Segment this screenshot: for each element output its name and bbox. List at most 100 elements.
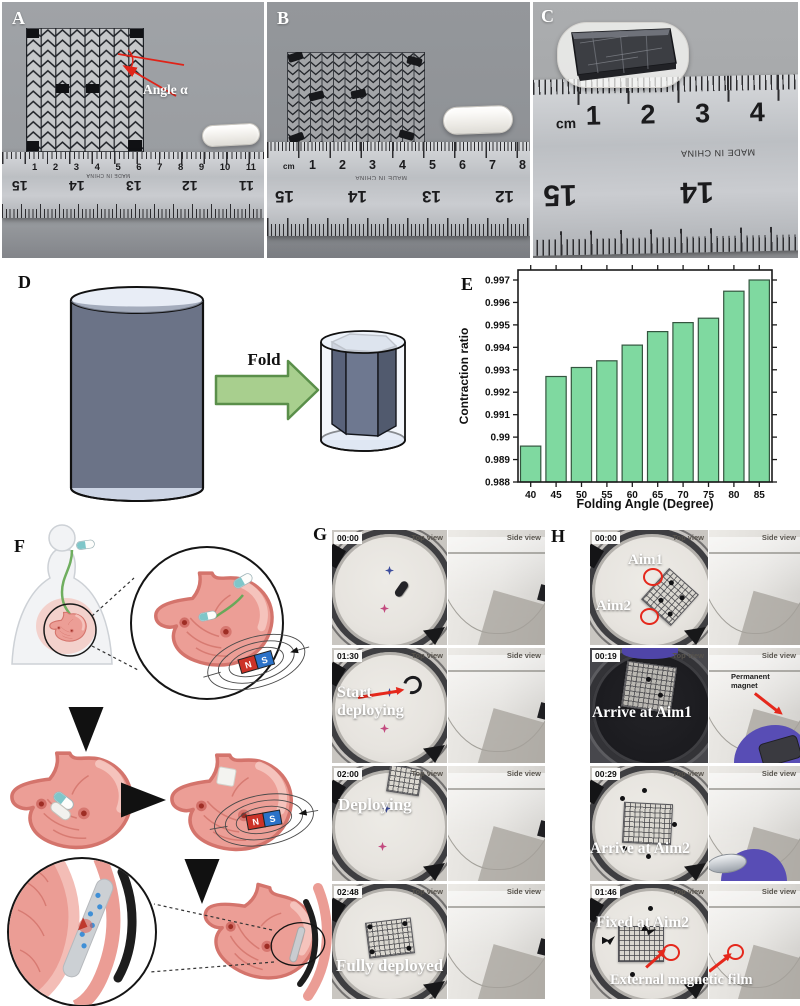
view-label: Side view [506,533,541,542]
svg-text:0.991: 0.991 [485,410,510,421]
ruler-made-in-text: MADE IN CHINA [680,147,756,159]
top-view-photo: Fixed at Aim2 01:46 Top view [590,884,708,999]
x-axis-label: Folding Angle (Degree) [576,497,713,511]
g-frame-3: Deploying 02:00 Top view Side view [332,766,545,881]
panel-c-label: C [541,6,554,26]
ruler-number: 15 [12,178,28,194]
ruler-ticks [267,218,530,236]
bar [621,344,644,483]
ruler-number: 11 [245,162,256,173]
y-axis-label: Contraction ratio [457,328,471,425]
human-figure [11,524,139,671]
top-view-photo: Aim1 Aim2 00:00 Top view [590,530,708,645]
side-view-photo: Side view [448,648,545,763]
side-view-photo: Side view [448,530,545,645]
ruler-number: 6 [459,158,466,172]
aim1-label: Aim1 [628,552,663,568]
capsule-shell-with-folded-device [557,22,689,88]
wall-cross-section-zoom [7,857,157,1006]
panel-a: A A [2,2,264,258]
bar [519,445,542,483]
half-folded-origami-sheet [287,52,425,146]
svg-text:0.994: 0.994 [485,343,510,354]
capsule-shell [442,104,514,136]
pink-marker [380,604,389,613]
angle-alpha-label: Angle α [143,82,188,97]
external-magnetic-film-label: External magnetic film [610,972,753,988]
external-magnetic-film [297,899,319,987]
panel-h-frames: Aim1 Aim2 00:00 Top view Side view Arr [590,530,800,999]
angle-annotation-arrows [117,49,185,97]
flat-origami-sheet [26,28,144,152]
top-view-photo: 00:00 Top view [332,530,447,645]
caption: Fully deployed [336,956,444,975]
svg-text:55: 55 [601,490,613,501]
ruler-number: 14 [679,175,714,209]
folded-origami-device [571,28,677,81]
pink-marker [378,842,387,851]
folded-device-in-capsule [320,330,406,452]
red-circle-annotation [640,608,659,625]
caption: Deploying [338,795,412,814]
ruler-number: 8 [519,158,526,172]
panel-g-label: G [313,524,328,544]
view-label: Top view [672,887,704,896]
ruler-reverse-numbers: 15 14 13 12 11 [12,178,254,194]
ruler-number: 9 [198,162,205,173]
svg-text:85: 85 [754,490,766,501]
fold-schematic: Fold [69,286,406,502]
timestamp: 01:46 [592,886,620,898]
ruler-number: 7 [489,158,496,172]
view-label: Top view [672,533,704,542]
magnet-north-label: N [244,659,253,670]
ruler-ticks [533,226,798,256]
bars [519,279,771,483]
panel-a-label: A [12,8,25,28]
deployed-mesh-patch [364,917,416,959]
h-frame-2: Arrive at Aim1 00:19 Top view Permanent … [590,648,800,763]
svg-text:75: 75 [703,490,715,501]
svg-text:0.993: 0.993 [485,365,510,376]
corner-markers [27,29,143,151]
view-label: Top view [411,887,443,896]
svg-text:0.988: 0.988 [485,478,510,489]
magnetic-film-fragment [602,936,615,945]
deployed-patch [216,766,237,787]
top-view-photo: Arrive at Aim2 00:29 Top view [590,766,708,881]
view-label: Top view [411,769,443,778]
ruler-number: 2 [52,162,59,173]
g-frame-1: 00:00 Top view Side view [332,530,545,645]
svg-text:0.996: 0.996 [485,298,510,309]
ruler-reverse-numbers: 15 14 [543,174,714,212]
blue-marker [382,804,391,813]
side-view-photo: Side view [448,884,545,999]
svg-text:40: 40 [525,490,537,501]
caption: Arrive at Aim2 [590,840,690,857]
bar [723,290,745,483]
contraction-chart: 0.988 0.989 0.99 0.991 0.992 0.993 0.994 0.995 0… [455,262,798,516]
ruler-number: 8 [178,162,184,173]
zoom-source-circle [43,603,97,657]
ruler-number: 1 [309,158,316,172]
h-frame-4: Fixed at Aim2 01:46 Top view Side view E… [590,884,800,999]
timestamp: 02:00 [334,768,362,780]
swallowed-capsule [75,539,96,551]
red-circle-annotation [643,568,663,586]
bar [570,366,593,483]
panel-d-label: D [18,272,31,292]
svg-text:0.989: 0.989 [485,455,510,466]
side-view-photo: Side view [709,530,800,645]
magnet-south-label: S [260,655,269,666]
ruler-cm-numbers: 1 2 3 4 5 6 7 8 [309,158,526,172]
svg-text:60: 60 [627,490,639,501]
petri-dish [332,530,447,645]
panel-f: F [0,520,332,1006]
pink-marker [380,724,389,733]
svg-text:0.995: 0.995 [485,320,510,331]
view-label: Side view [506,887,541,896]
timestamp: 00:00 [334,532,362,544]
ruler-number: 3 [369,158,376,172]
